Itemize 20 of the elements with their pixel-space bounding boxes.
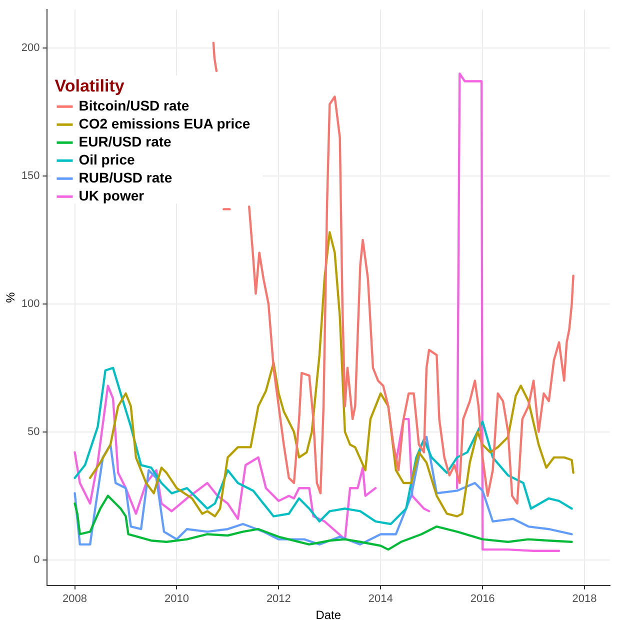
legend-label: EUR/USD rate [78, 133, 172, 150]
x-tick-label: 2018 [572, 593, 597, 606]
x-axis-title: Date [316, 608, 342, 622]
legend-label: Bitcoin/USD rate [78, 97, 190, 114]
y-tick-label: 150 [21, 170, 40, 182]
legend-label: UK power [78, 187, 145, 204]
y-tick-label: 50 [28, 426, 40, 438]
legend-title: Volatility [54, 76, 125, 96]
y-tick-label: 200 [21, 42, 40, 54]
legend-label: RUB/USD rate [78, 169, 172, 186]
y-tick-label: 0 [34, 554, 40, 566]
x-tick-label: 2010 [164, 593, 189, 606]
y-axis-title: % [4, 292, 18, 303]
x-tick-label: 2014 [368, 593, 393, 606]
x-tick-label: 2016 [470, 593, 495, 606]
legend-label: CO2 emissions EUA price [78, 115, 250, 132]
x-tick-label: 2012 [266, 593, 291, 606]
legend-label: Oil price [78, 151, 135, 168]
x-tick-label: 2008 [62, 593, 88, 606]
y-tick-label: 100 [21, 298, 40, 310]
